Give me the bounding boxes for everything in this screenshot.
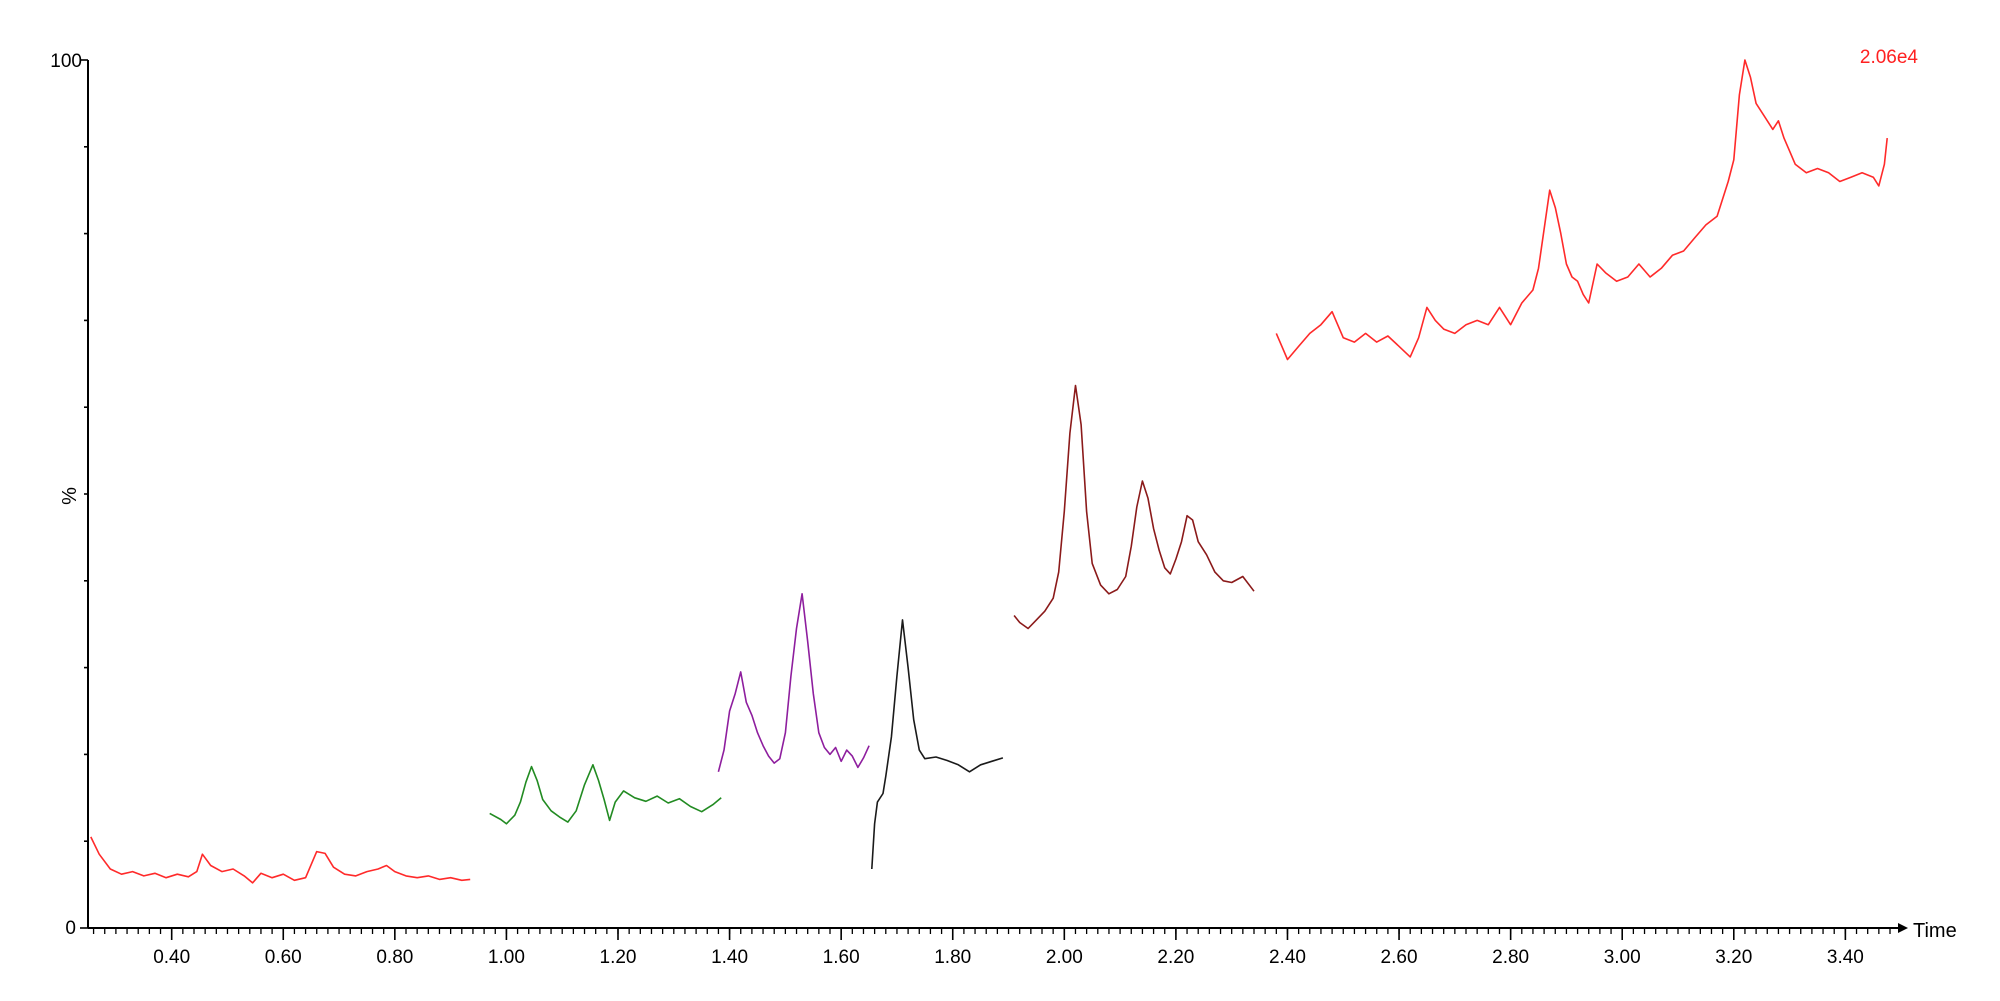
y-tick-label-100: 100 bbox=[50, 51, 82, 72]
series-layer bbox=[90, 59, 1888, 884]
series-line-3 bbox=[717, 593, 870, 772]
intensity-label: 2.06e4 bbox=[1860, 47, 1919, 68]
x-tick-label: 0.40 bbox=[153, 947, 190, 968]
series-line-5 bbox=[1013, 384, 1255, 630]
x-tick-label: 2.40 bbox=[1269, 947, 1306, 968]
y-tick-label-0: 0 bbox=[65, 918, 76, 939]
x-tick-label: 0.60 bbox=[265, 947, 302, 968]
x-axis-label: Time bbox=[1913, 920, 1957, 942]
x-tick-label: 2.20 bbox=[1157, 947, 1194, 968]
x-tick-label: 1.60 bbox=[823, 947, 860, 968]
x-tick-label: 1.40 bbox=[711, 947, 748, 968]
x-tick-label: 1.00 bbox=[488, 947, 525, 968]
x-tick-label: 1.20 bbox=[600, 947, 637, 968]
y-ticks bbox=[80, 59, 88, 929]
x-tick-labels: 0.40 0.60 0.80 1.00 1.20 1.40 1.60 1.80 2.00 2.20… bbox=[153, 947, 1864, 968]
x-tick-label: 1.80 bbox=[934, 947, 971, 968]
x-tick-label: 2.00 bbox=[1046, 947, 1083, 968]
series-line-1 bbox=[90, 836, 471, 884]
series-line-4 bbox=[871, 619, 1004, 870]
x-tick-label: 2.80 bbox=[1492, 947, 1529, 968]
x-tick-label: 0.80 bbox=[376, 947, 413, 968]
x-tick-label: 2.60 bbox=[1381, 947, 1418, 968]
x-tick-label: 3.00 bbox=[1604, 947, 1641, 968]
x-tick-label: 3.20 bbox=[1715, 947, 1752, 968]
x-axis-arrow bbox=[1898, 923, 1908, 933]
x-tick-label: 3.40 bbox=[1827, 947, 1864, 968]
series-line-6 bbox=[1275, 59, 1888, 361]
y-axis-label: % bbox=[59, 487, 81, 505]
x-major-ticks bbox=[170, 928, 1847, 940]
series-line-2 bbox=[489, 764, 722, 825]
